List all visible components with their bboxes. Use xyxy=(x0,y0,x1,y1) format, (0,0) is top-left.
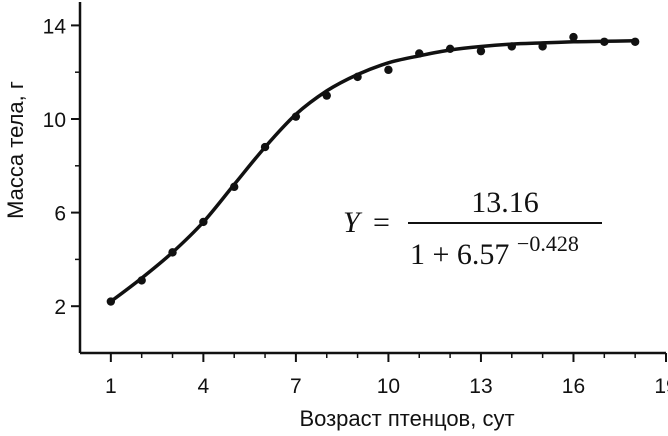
formula-denominator: 1 + 6.57 −0.428 xyxy=(410,231,579,271)
data-point xyxy=(168,248,177,257)
formula-denominator-base: 1 + 6.57 xyxy=(410,238,509,271)
x-tick-label: 4 xyxy=(198,375,210,398)
data-point xyxy=(137,276,146,285)
x-tick-label: 16 xyxy=(562,375,585,398)
data-point xyxy=(569,32,578,42)
x-tick-label: 13 xyxy=(469,375,492,398)
data-point xyxy=(538,42,547,51)
data-point xyxy=(445,44,455,53)
x-tick-label: 1 xyxy=(105,375,117,398)
formula-equals: = xyxy=(373,206,390,239)
data-point xyxy=(199,217,208,227)
x-axis-title: Возраст птенцов, сут xyxy=(299,406,514,431)
y-tick-label: 14 xyxy=(43,15,67,38)
x-tick-label: 10 xyxy=(377,375,400,398)
data-points xyxy=(106,32,640,306)
y-axis-title: Масса тела, г xyxy=(3,81,28,219)
data-point xyxy=(415,49,424,58)
data-point xyxy=(630,37,640,46)
data-point xyxy=(476,46,486,56)
data-point xyxy=(353,72,362,82)
y-tick-label: 2 xyxy=(54,296,66,319)
data-point xyxy=(507,42,516,51)
y-tick-label: 6 xyxy=(54,203,66,226)
data-point xyxy=(322,91,331,100)
data-point xyxy=(260,142,270,152)
data-point xyxy=(291,112,301,121)
formula-denominator-exponent: −0.428 xyxy=(517,231,579,256)
tick-marks xyxy=(71,24,667,362)
data-point xyxy=(230,182,239,192)
axes xyxy=(78,2,666,355)
formula-lhs: Y xyxy=(343,206,363,239)
formula-numerator: 13.16 xyxy=(471,186,539,219)
tick-labels: 14710131619261014 xyxy=(43,15,668,398)
formula-annotation: Y = 13.16 1 + 6.57 −0.428 xyxy=(343,186,602,271)
data-point xyxy=(384,65,393,75)
x-tick-label: 19 xyxy=(654,375,668,398)
fitted-curve xyxy=(109,39,637,304)
data-point xyxy=(106,297,116,306)
x-tick-label: 7 xyxy=(290,375,302,398)
data-point xyxy=(600,37,609,46)
y-tick-label: 10 xyxy=(43,109,66,132)
